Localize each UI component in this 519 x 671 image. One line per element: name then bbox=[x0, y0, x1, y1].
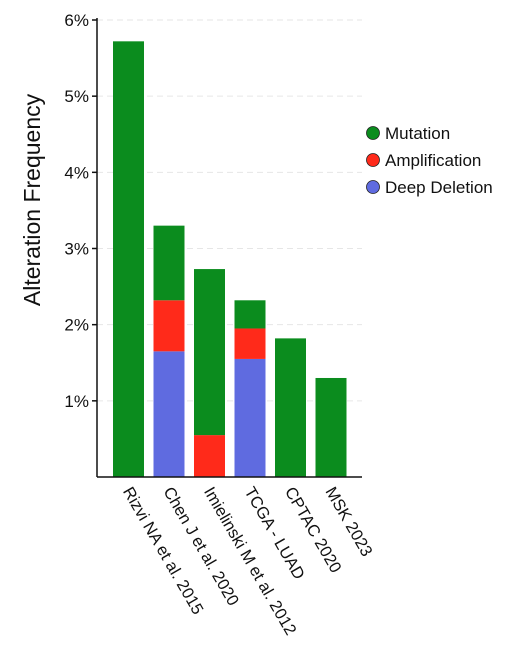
y-ticks: 1% 2% 3% 4% 5% 6% bbox=[64, 11, 97, 411]
legend-label: Amplification bbox=[385, 151, 481, 170]
bar-segment-mutation[interactable] bbox=[113, 41, 144, 478]
legend-label: Deep Deletion bbox=[385, 178, 493, 197]
x-tick-label: Chen J et al. 2020 bbox=[160, 484, 243, 609]
y-tick-label: 4% bbox=[64, 163, 89, 182]
legend: Mutation Amplification Deep Deletion bbox=[366, 124, 493, 197]
legend-item[interactable]: Mutation bbox=[366, 124, 451, 143]
legend-item[interactable]: Deep Deletion bbox=[366, 178, 493, 197]
bar-segment-mutation[interactable] bbox=[234, 300, 266, 329]
legend-swatch bbox=[366, 180, 380, 194]
bar-segment-mutation[interactable] bbox=[194, 269, 225, 436]
bars bbox=[113, 41, 347, 478]
y-tick-label: 5% bbox=[64, 87, 89, 106]
legend-label: Mutation bbox=[385, 124, 450, 143]
y-axis-title: Alteration Frequency bbox=[19, 93, 45, 306]
legend-swatch bbox=[366, 126, 380, 140]
bar-segment-amplification[interactable] bbox=[194, 435, 225, 477]
bar-segment-mutation[interactable] bbox=[153, 225, 185, 301]
y-tick-label: 6% bbox=[64, 11, 89, 30]
bar-segment-deep-deletion[interactable] bbox=[234, 358, 266, 477]
bar-segment-amplification[interactable] bbox=[153, 300, 185, 352]
bar-segment-mutation[interactable] bbox=[275, 338, 306, 477]
y-tick-label: 2% bbox=[64, 316, 89, 335]
legend-item[interactable]: Amplification bbox=[366, 151, 482, 170]
bar-segment-deep-deletion[interactable] bbox=[153, 351, 185, 477]
bar-segment-mutation[interactable] bbox=[315, 377, 347, 477]
y-tick-label: 3% bbox=[64, 240, 89, 259]
bar-segment-amplification[interactable] bbox=[234, 328, 266, 359]
y-tick-label: 1% bbox=[64, 392, 89, 411]
legend-swatch bbox=[366, 153, 380, 167]
